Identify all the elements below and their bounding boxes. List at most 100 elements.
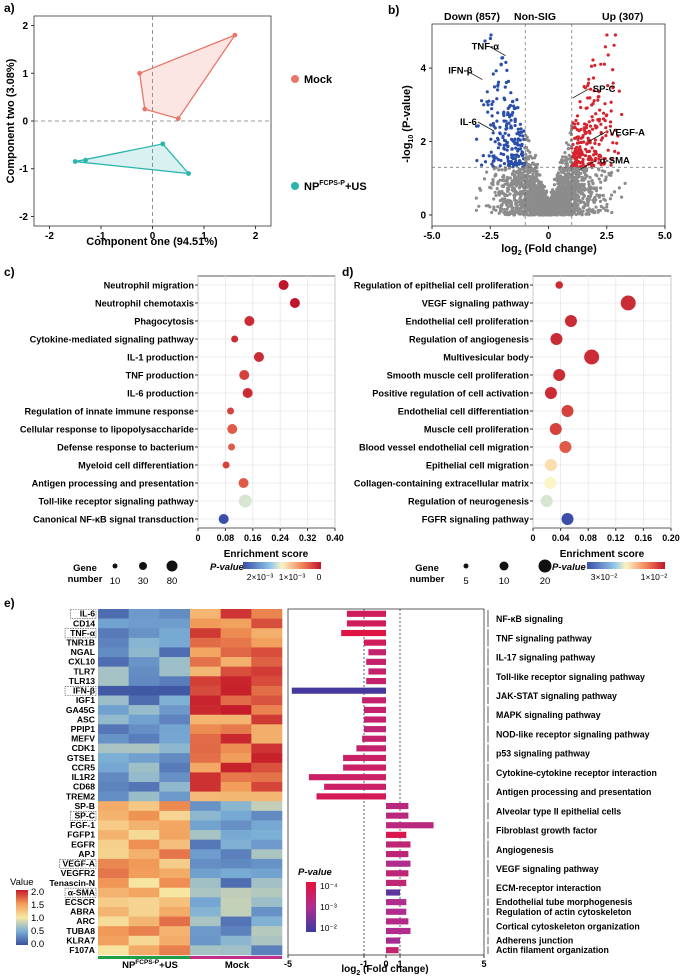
volcano-point — [506, 163, 511, 167]
heat-cell — [220, 820, 252, 831]
heat-gene-label-16: CCR5 — [72, 762, 96, 772]
volcano-point — [560, 158, 564, 162]
volcano-point — [608, 197, 613, 201]
foldchange-bar-13 — [362, 735, 386, 742]
d-content-term-bubble-13 — [561, 513, 574, 525]
volcano-point — [602, 197, 606, 201]
volcano-point — [577, 146, 582, 150]
heat-cell — [128, 801, 160, 812]
heat-cell — [251, 801, 283, 812]
volcano-point — [587, 120, 591, 124]
volcano-point — [575, 141, 580, 145]
a-point-1-1 — [83, 157, 88, 163]
heat-gene-label-15: GTSE1 — [67, 753, 95, 763]
volcano-point — [576, 182, 581, 186]
volcano-point — [562, 194, 566, 198]
heat-cell — [220, 868, 252, 879]
pathway-label-18: Adherens junction — [496, 936, 573, 946]
volcano-point — [490, 114, 494, 118]
a-point-0-2 — [142, 106, 148, 112]
d-content-term-label-6: Positive regulation of cell activation — [372, 389, 529, 399]
heat-cell — [190, 830, 221, 840]
volcano-point — [588, 187, 593, 191]
heat-gene-box-21 — [70, 811, 97, 821]
c-pvalue-label: P-value — [210, 562, 245, 573]
heat-cell — [159, 849, 191, 860]
volcano-point — [587, 180, 591, 184]
volcano-point — [577, 175, 581, 179]
heat-gene-label-13: MEFV — [71, 734, 95, 744]
foldchange-bars: -5 -1 0 1 5 — [284, 608, 487, 969]
volcano-point — [606, 84, 610, 88]
panel-c-plot: 0 0.08 0.16 0.24 0.32 0.40 Neutrophil migratio… — [20, 276, 344, 543]
bars-p-tick-0: 10⁻⁴ — [320, 881, 338, 891]
heat-cell — [128, 839, 160, 850]
volcano-point — [492, 167, 496, 171]
heat-gene-label-14: CDK1 — [72, 743, 96, 753]
volcano-point — [506, 177, 510, 182]
heat-cell — [251, 753, 283, 764]
volcano-point — [586, 198, 590, 202]
volcano-point — [491, 178, 495, 182]
heat-cell — [251, 705, 283, 716]
heat-cell — [190, 926, 221, 937]
panel-d-plot: 0 0.04 0.08 0.12 0.16 0.20 Regulation of epith… — [354, 276, 680, 543]
heatmap-colorbar: Value 2.0 1.5 1.0 0.5 0.0 — [10, 877, 44, 950]
volcano-point — [509, 204, 513, 208]
volcano-point — [518, 138, 522, 142]
volcano-point — [505, 141, 509, 145]
d-content-term-bubble-6 — [544, 387, 557, 399]
volcano-point — [483, 39, 487, 43]
volcano-point — [491, 159, 495, 163]
volcano-point — [504, 167, 508, 171]
d-gene-label: Gene — [415, 563, 439, 574]
volcano-point — [497, 142, 501, 146]
heat-cell — [159, 878, 191, 889]
heat-cell — [190, 782, 221, 792]
volcano-point — [589, 87, 593, 91]
pathway-label-3: Toll-like receptor signaling pathway — [496, 672, 645, 682]
volcano-point — [515, 154, 519, 158]
heat-cell — [98, 858, 129, 869]
volcano-point — [480, 99, 484, 103]
heat-gene-label-31: ABRA — [70, 907, 95, 917]
c-content-term-bubble-8 — [227, 424, 238, 434]
heat-gene-label-7: TLR13 — [69, 676, 95, 686]
volcano-point — [535, 186, 539, 190]
heat-cell — [159, 801, 191, 812]
d-content-xtick-5: 0.20 — [662, 533, 680, 543]
heat-cell — [159, 657, 191, 667]
panel-a-xlabel: Component one (94.51%) — [86, 236, 218, 248]
heat-cell — [190, 772, 221, 783]
volcano-point — [608, 124, 613, 128]
d-content-term-bubble-3 — [550, 333, 563, 345]
volcano-point — [603, 178, 607, 182]
volcano-point — [588, 124, 593, 128]
d-content-term-bubble-0 — [555, 281, 564, 289]
volcano-point — [517, 173, 521, 177]
volcano-point — [517, 159, 522, 163]
heat-cell — [128, 762, 160, 773]
c-size-80-marker — [166, 560, 178, 572]
c-content-term-label-0: Neutrophil migration — [104, 281, 195, 291]
volcano-point — [584, 147, 588, 151]
volcano-point — [530, 177, 534, 181]
volcano-point — [481, 154, 485, 158]
heat-cell — [128, 743, 160, 754]
volcano-point — [509, 118, 513, 122]
volcano-point — [494, 208, 498, 212]
heat-cell — [220, 733, 252, 744]
volcano-point — [544, 197, 548, 201]
volcano-point — [506, 205, 510, 209]
volcano-annot-1: IFN-β — [448, 66, 472, 77]
volcano-point — [594, 205, 598, 209]
volcano-point — [524, 145, 529, 150]
volcano-point — [558, 209, 562, 213]
foldchange-bar-20 — [386, 802, 409, 810]
c-content-term-label-12: Toll-like receptor signaling pathway — [38, 497, 194, 507]
volcano-point — [508, 176, 512, 180]
volcano-point — [559, 193, 563, 197]
volcano-point — [541, 208, 545, 212]
volcano-point — [580, 160, 585, 164]
volcano-point — [590, 115, 594, 119]
